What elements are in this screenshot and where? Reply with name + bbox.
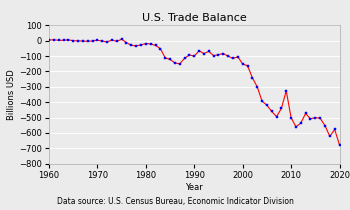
Text: Data source: U.S. Census Bureau, Economic Indicator Division: Data source: U.S. Census Bureau, Economi… <box>57 197 293 206</box>
Title: U.S. Trade Balance: U.S. Trade Balance <box>142 13 247 23</box>
X-axis label: Year: Year <box>186 182 203 192</box>
Y-axis label: Billions USD: Billions USD <box>7 69 16 120</box>
